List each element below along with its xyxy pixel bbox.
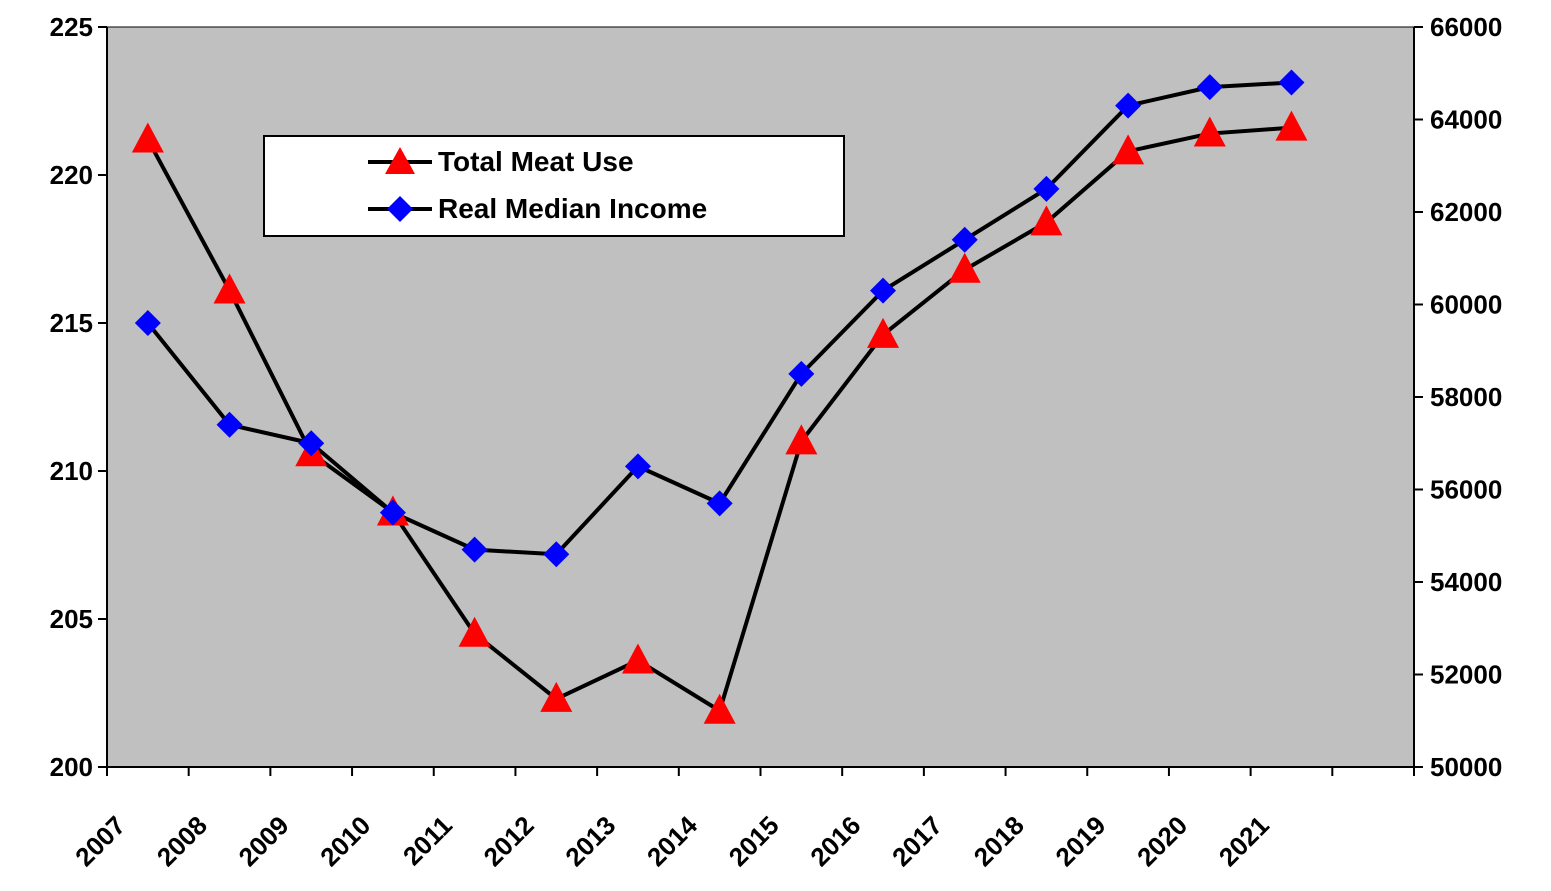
data-point-real-median-income [379,499,406,526]
x-tick-label: 2017 [886,810,948,872]
data-point-total-meat-use [621,643,654,674]
x-tick-label: 2018 [968,810,1030,872]
data-point-real-median-income [1196,74,1223,101]
y-right-tick-label: 52000 [1430,660,1502,690]
data-point-total-meat-use [867,317,900,348]
x-tick-label: 2009 [233,810,295,872]
x-tick-label: 2020 [1131,810,1193,872]
x-tick-label: 2014 [641,810,703,872]
y-right-tick-label: 54000 [1430,567,1502,597]
data-point-real-median-income [543,541,570,568]
y-right-tick-label: 56000 [1430,475,1502,505]
x-tick-label: 2010 [314,810,376,872]
series-markers [131,69,1308,724]
y-left-tick-label: 205 [50,604,93,634]
x-tick-label: 2021 [1213,810,1275,872]
x-tick-label: 2012 [478,810,540,872]
legend: Total Meat Use Real Median Income [263,135,845,237]
data-point-real-median-income [298,430,325,457]
x-tick-label: 2011 [397,810,458,871]
legend-box [263,135,845,237]
data-point-real-median-income [624,453,651,480]
data-point-total-meat-use [1275,110,1308,141]
legend-marker-diamond [387,196,413,222]
y-right-tick-label: 50000 [1430,752,1502,782]
data-point-real-median-income [134,310,161,336]
legend-label-real-median-income: Real Median Income [438,193,707,224]
data-point-total-meat-use [703,693,736,724]
data-point-total-meat-use [785,424,818,455]
data-point-real-median-income [788,360,815,387]
data-point-real-median-income [461,536,488,563]
data-point-total-meat-use [131,122,164,153]
data-point-real-median-income [870,277,897,304]
data-point-total-meat-use [1112,134,1145,165]
x-tick-label: 2019 [1049,810,1111,872]
y-right-tick-label: 58000 [1430,382,1502,412]
x-tick-label: 2008 [151,810,213,872]
x-tick-label: 2007 [69,810,131,872]
y-right-tick-label: 62000 [1430,197,1502,227]
legend-label-total-meat-use: Total Meat Use [438,146,634,177]
y-right-tick-label: 66000 [1430,12,1502,42]
x-tick-label: 2013 [559,810,621,872]
y-left-tick-label: 220 [50,160,93,190]
y-left-tick-label: 210 [50,456,93,486]
data-point-real-median-income [951,226,978,253]
y-right-tick-label: 64000 [1430,105,1502,135]
data-point-real-median-income [216,411,243,438]
data-point-real-median-income [706,490,733,517]
y-left-tick-label: 215 [50,308,93,338]
data-point-real-median-income [1033,175,1060,202]
data-point-real-median-income [1115,92,1142,119]
data-point-total-meat-use [540,681,573,712]
x-tick-label: 2016 [804,810,866,872]
y-left-tick-label: 225 [50,12,93,42]
y-left-tick-label: 200 [50,752,93,782]
data-point-total-meat-use [458,616,491,647]
x-tick-label: 2015 [723,810,785,872]
data-point-total-meat-use [213,273,246,304]
legend-marker-triangle [385,147,415,174]
data-point-total-meat-use [948,252,981,283]
y-right-tick-label: 60000 [1430,290,1502,320]
data-point-total-meat-use [1030,205,1063,236]
data-point-total-meat-use [1193,116,1226,147]
data-point-real-median-income [1278,69,1305,96]
